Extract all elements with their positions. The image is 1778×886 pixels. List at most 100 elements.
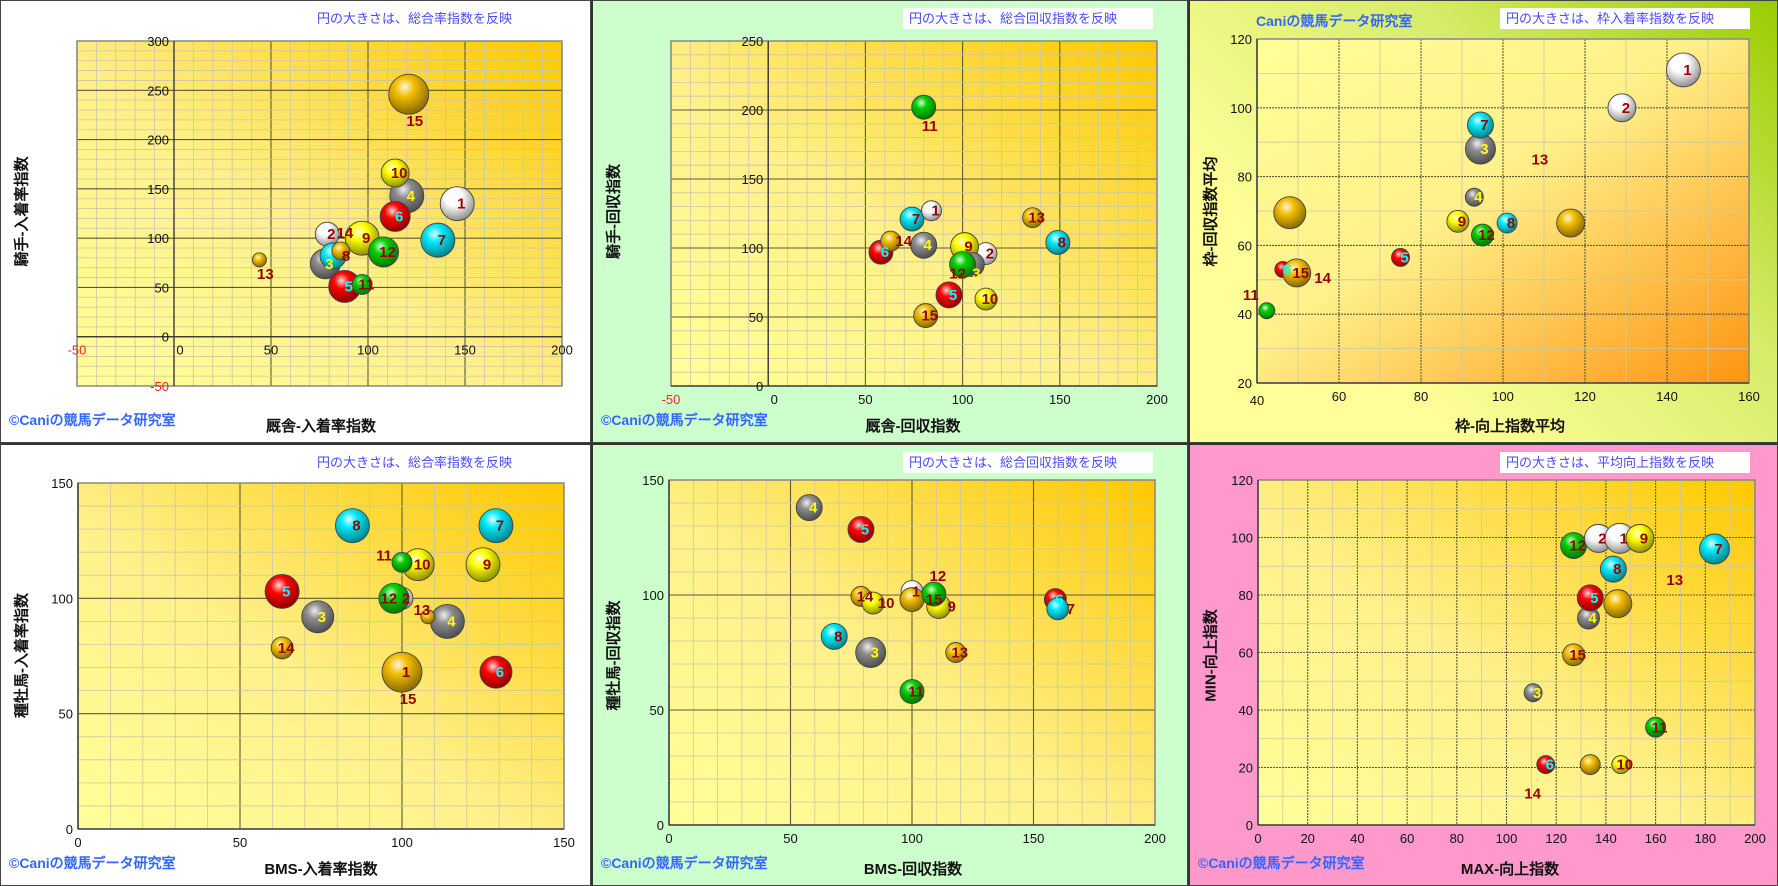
- bubble-label: 12: [949, 266, 966, 283]
- y-tick-label: 100: [147, 231, 169, 246]
- bubble: [264, 573, 300, 609]
- bubble: [1258, 302, 1276, 320]
- bubble-label: 8: [834, 628, 842, 645]
- bubble: [465, 547, 501, 583]
- y-tick-label: 150: [147, 182, 169, 197]
- copyright-footer: ©Caniの競馬データ研究室: [9, 412, 176, 428]
- bubble-chart: 0 50 100 150 0 50 100 150 200 4 5 14 10 1 15 912 67 8 3 13 1…: [642, 473, 1166, 846]
- y-tick-label: 100: [741, 241, 763, 256]
- y-tick-label: 250: [147, 83, 169, 98]
- bubble-label: 13: [1028, 210, 1045, 227]
- bubble-horse-7: [478, 508, 514, 544]
- bubble: [1665, 52, 1701, 88]
- bubble: [1607, 93, 1637, 123]
- bubble: [910, 231, 938, 259]
- bubble: [1556, 208, 1586, 238]
- plot-area: [78, 483, 564, 829]
- bubble-label: 4: [447, 613, 456, 630]
- bubble: [380, 158, 410, 188]
- bubble: [913, 303, 939, 329]
- bubble-label: 3: [972, 266, 980, 283]
- y-tick-label: 20: [1239, 761, 1253, 776]
- bubble-horse-6: [479, 655, 513, 689]
- x-axis-title: 厩舎-回収指数: [865, 418, 961, 435]
- bubble: [420, 609, 436, 625]
- bubble: [899, 206, 925, 232]
- x-tick-label: 150: [1049, 392, 1071, 407]
- x-tick-label: 150: [1023, 831, 1045, 846]
- bubble-label: 13: [951, 645, 968, 662]
- bubble-label: 11: [922, 118, 938, 135]
- bubble-label: 7: [1067, 601, 1075, 618]
- bubble-label: 6: [1546, 757, 1554, 774]
- y-tick-label: 80: [1239, 588, 1253, 603]
- bubble-horse-14: [880, 230, 902, 252]
- bubble-label: 5: [282, 583, 290, 600]
- bubble: [1391, 247, 1410, 267]
- floating-horse-label: 14: [1314, 270, 1331, 287]
- bubble-horse-8: [1599, 555, 1627, 583]
- bubble-horse-5: [264, 573, 300, 609]
- bubble-horse-4: [1464, 187, 1484, 207]
- bubble-size-note: 円の大きさは、枠入着率指数を反映: [1500, 8, 1750, 29]
- label-layer: 11 7 1 6 14 4 293 12 5 10 15 13 8: [881, 118, 1066, 324]
- bubble: [378, 582, 410, 614]
- x-tick-label: -50: [662, 392, 681, 407]
- bubble-horse-10: [861, 591, 885, 615]
- x-tick-label: 20: [1300, 831, 1314, 846]
- x-tick-label: 200: [1744, 831, 1766, 846]
- x-tick-label: 100: [1496, 831, 1518, 846]
- bubble-horse-12: [378, 582, 410, 614]
- bubble: [1282, 258, 1312, 288]
- floating-horse-label: 13: [1666, 572, 1683, 589]
- bubble-label: 2: [1598, 530, 1606, 547]
- bubble-label: 2: [1622, 100, 1630, 117]
- bubble-label: 15: [406, 113, 423, 130]
- copyright-footer: ©Caniの競馬データ研究室: [1198, 855, 1365, 871]
- bubble: [1562, 643, 1586, 667]
- bubble-label: 14: [857, 588, 874, 605]
- bubble-label: 8: [342, 248, 350, 265]
- bubble-label: 6: [395, 208, 403, 225]
- bubble: [974, 287, 998, 311]
- bubble-label: 4: [924, 237, 933, 254]
- y-tick-label: 50: [155, 280, 169, 295]
- y-tick-label: 120: [1230, 32, 1252, 47]
- bubble: [351, 274, 373, 295]
- bubble-horse-3: [855, 637, 887, 668]
- floating-horse-label: 14: [1524, 785, 1541, 802]
- x-tick-label: 50: [858, 392, 872, 407]
- bubble-horse-10: [1611, 755, 1631, 775]
- bubble-horse-11: [1258, 302, 1276, 320]
- x-tick-label: 0: [1254, 831, 1261, 846]
- bubble: [1625, 523, 1655, 553]
- y-axis-title: MIN-向上指数: [1202, 609, 1220, 702]
- y-tick-label: 60: [1239, 646, 1253, 661]
- y-tick-label: 20: [1238, 376, 1252, 391]
- bubble-label: 4: [407, 188, 416, 205]
- chart-panel-max-vs-min-improvement: 0 20 40 60 80 100 120 0 20 40 60 80 100 120 140 160 180 2…: [1188, 443, 1778, 886]
- bubble-horse-12: [921, 581, 947, 607]
- bubble-label: 10: [414, 557, 431, 574]
- x-tick-label: 60: [1332, 389, 1346, 404]
- chart-panel-bms-vs-sire-return: 0 50 100 150 0 50 100 150 200 4 5 14 10 1 15 9 12 6 7 8 3 13 1…: [591, 443, 1188, 886]
- bubble-horse-14: [1579, 754, 1601, 776]
- bubble: [1022, 207, 1044, 229]
- bubble-label: 1: [912, 584, 920, 601]
- y-tick-label: 100: [1231, 531, 1253, 546]
- bubble-label: 6: [881, 244, 889, 261]
- bubble-label: 8: [1058, 234, 1066, 251]
- bubble-label: 5: [345, 278, 353, 295]
- bubble-label: 11: [1652, 719, 1668, 736]
- bubble-label: 8: [352, 518, 360, 535]
- bubble: [479, 655, 513, 689]
- bubble: [1046, 597, 1070, 621]
- bubble-horse-1: [1665, 52, 1701, 88]
- bubble-label: 11: [376, 547, 392, 564]
- bubble: [1611, 755, 1631, 775]
- bubble-chart: 0 50 100 150 200 250 -50 0 50 100 150 200 11 7 1 6 14 4 29…: [662, 34, 1168, 407]
- bubble-horse-8: [1045, 230, 1071, 255]
- x-tick-label: 100: [952, 392, 974, 407]
